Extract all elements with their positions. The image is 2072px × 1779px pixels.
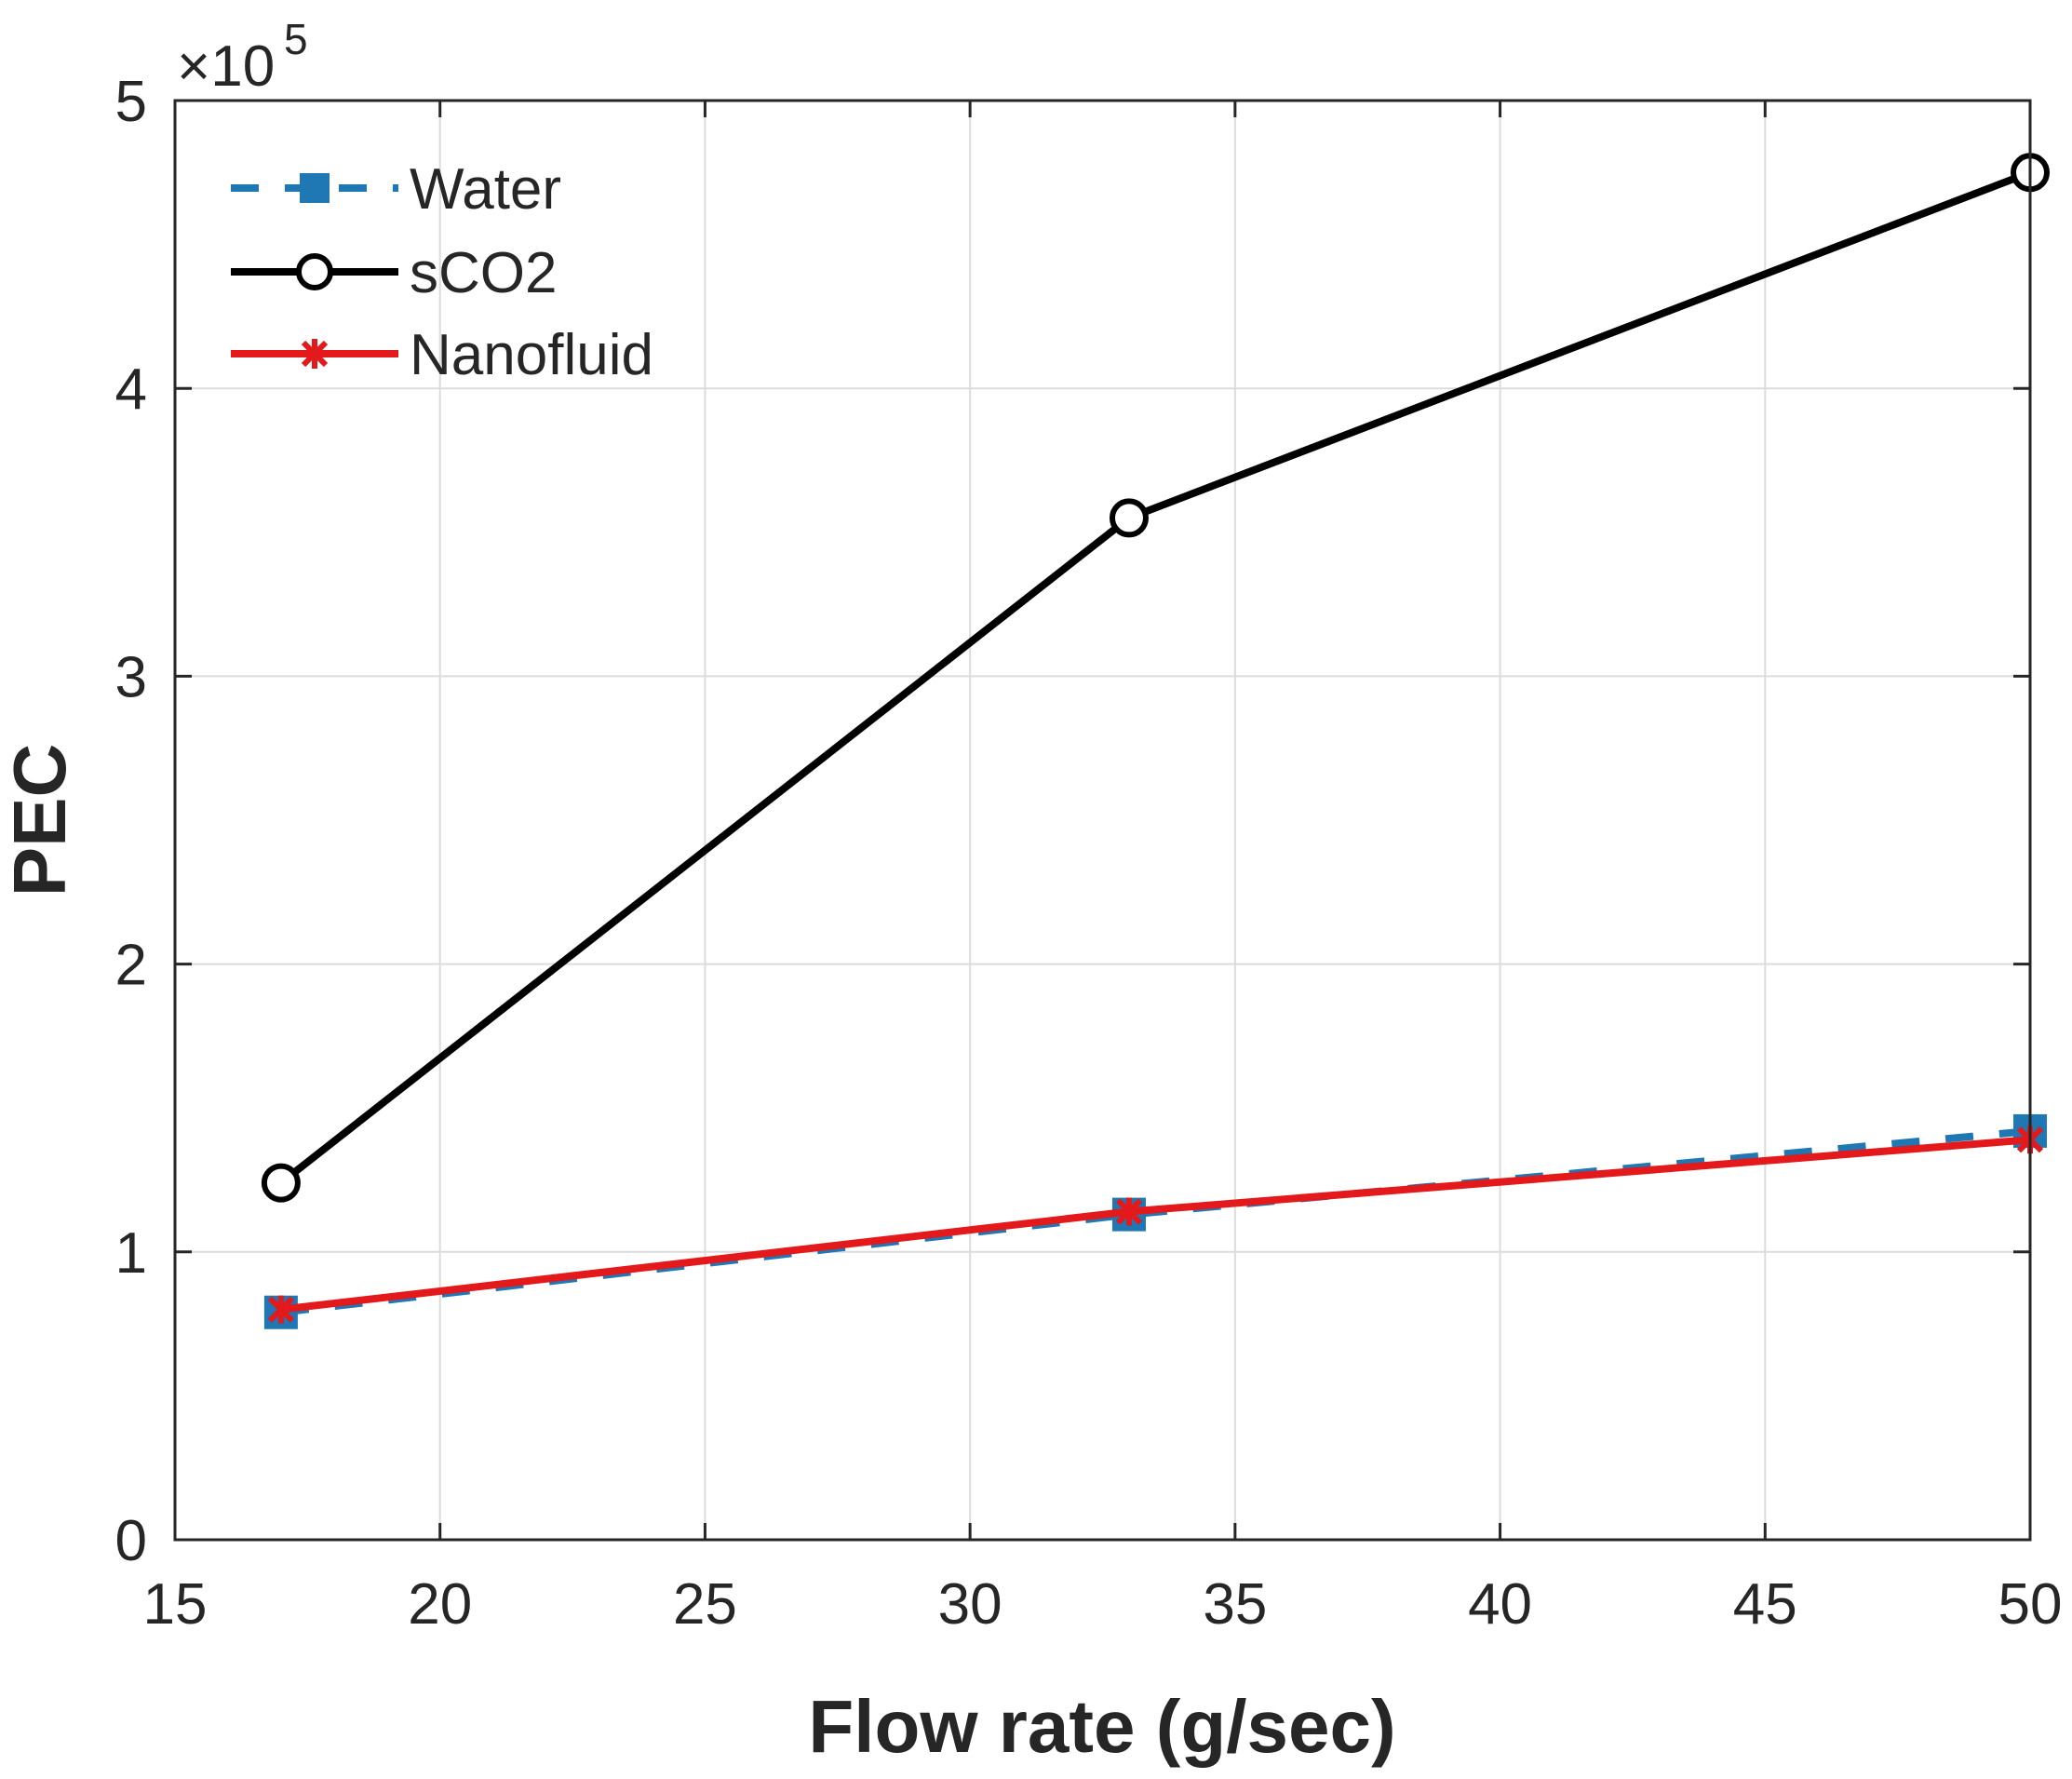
x-axis-title: Flow rate (g/sec)	[808, 1685, 1395, 1768]
y-tick-label: 5	[115, 70, 147, 134]
legend-sco2-marker	[296, 253, 333, 290]
legend: Water sCO2 Nanofluid	[231, 157, 653, 387]
y-tick-label: 2	[115, 934, 147, 998]
x-tick-label: 50	[1998, 1572, 2063, 1637]
data-point-sco2	[261, 1163, 301, 1203]
y-axis-title: PEC	[0, 744, 81, 897]
plot-frame	[173, 99, 2032, 1542]
x-tick-label: 20	[408, 1572, 472, 1637]
x-tick-label: 30	[938, 1572, 1002, 1637]
x-tick-label: 40	[1468, 1572, 1532, 1637]
x-tick-label: 15	[143, 1572, 208, 1637]
y-tick-label: 1	[115, 1221, 147, 1286]
y-multiplier-exponent: 5	[284, 15, 308, 63]
legend-water-marker	[300, 173, 330, 203]
x-tick-label: 25	[673, 1572, 737, 1637]
y-multiplier-label: ×10	[177, 34, 275, 99]
y-tick-label: 4	[115, 357, 147, 422]
y-tick-label: 3	[115, 645, 147, 709]
data-point-sco2	[1109, 498, 1149, 538]
data-point-nanofluid	[1115, 1197, 1143, 1226]
legend-sco2-label: sCO2	[410, 241, 557, 305]
legend-nanofluid-label: Nanofluid	[410, 323, 653, 387]
x-tick-label: 45	[1733, 1572, 1797, 1637]
grid-layer	[175, 101, 2030, 1540]
y-tick-label: 0	[115, 1509, 147, 1573]
legend-water-label: Water	[410, 157, 561, 222]
legend-nanofluid-marker	[301, 339, 329, 369]
series-layer	[261, 153, 2050, 1329]
data-point-nanofluid	[267, 1295, 295, 1324]
x-tick-label: 35	[1203, 1572, 1267, 1637]
series-line-nanofluid	[280, 1136, 2031, 1314]
